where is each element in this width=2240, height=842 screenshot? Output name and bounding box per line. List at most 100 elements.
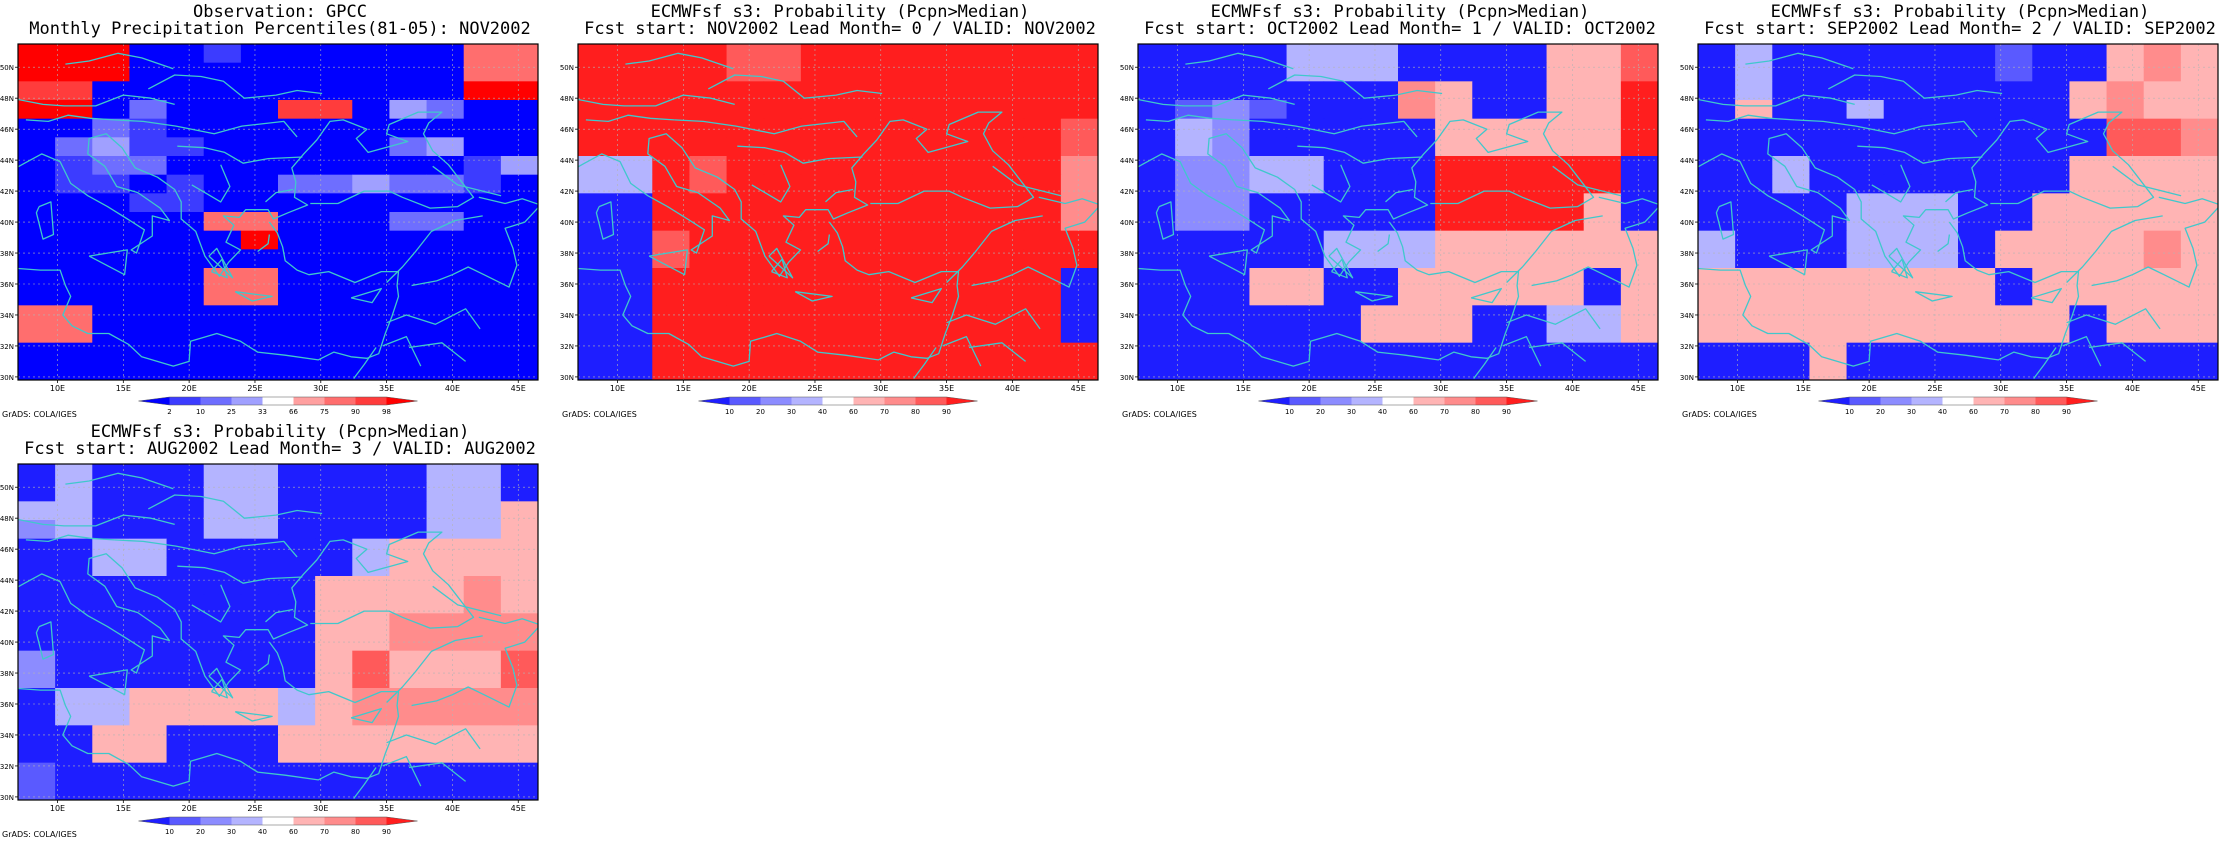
- grid-cell: [389, 632, 427, 651]
- grid-cell: [652, 119, 690, 138]
- grid-cell: [92, 651, 130, 670]
- grid-cell: [1847, 287, 1885, 306]
- grid-cell: [2181, 156, 2219, 175]
- grid-cell: [1212, 343, 1250, 362]
- grid-cell: [18, 137, 56, 156]
- lat-tick-label: 44N: [0, 577, 14, 585]
- colorbar-label: 30: [1347, 408, 1356, 416]
- grid-cell: [652, 63, 690, 82]
- grid-cell: [1958, 287, 1996, 306]
- colorbar-label: 10: [196, 408, 205, 416]
- grid-cell: [1509, 156, 1547, 175]
- grid-cell: [167, 156, 205, 175]
- grid-cell: [464, 483, 502, 502]
- lat-tick-label: 30N: [560, 374, 574, 382]
- lat-tick-label: 44N: [560, 157, 574, 165]
- grid-cell: [92, 763, 130, 782]
- grid-cell: [18, 361, 56, 380]
- grid-cell: [389, 63, 427, 82]
- grid-cell: [55, 361, 93, 380]
- grid-cell: [352, 632, 390, 651]
- grid-cell: [987, 193, 1025, 212]
- grid-cell: [352, 231, 390, 250]
- grid-cell: [1472, 249, 1510, 268]
- grid-cell: [2107, 361, 2145, 380]
- lon-tick-label: 25E: [247, 384, 262, 393]
- grid-cell: [352, 483, 390, 502]
- grid-cell: [389, 651, 427, 670]
- colorbar-label: 2: [167, 408, 171, 416]
- grid-cell: [727, 324, 765, 343]
- colorbar-segment: [263, 817, 294, 825]
- grid-cell: [1061, 44, 1099, 63]
- grid-cell: [1884, 137, 1922, 156]
- grid-cell: [1847, 324, 1885, 343]
- lat-tick-label: 34N: [0, 732, 14, 740]
- grid-cell: [167, 361, 205, 380]
- grid-cell: [1735, 287, 1773, 306]
- colorbar-label: 30: [1907, 408, 1916, 416]
- grid-cell: [427, 249, 465, 268]
- grid-cell: [352, 324, 390, 343]
- grid-cell: [389, 361, 427, 380]
- lat-tick-label: 48N: [1120, 95, 1134, 103]
- grid-cell: [689, 361, 727, 380]
- grid-cell: [987, 324, 1025, 343]
- grid-cell: [949, 231, 987, 250]
- colorbar-segment: [201, 817, 232, 825]
- colorbar-label: 70: [880, 408, 889, 416]
- grid-cell: [2107, 231, 2145, 250]
- grid-cell: [949, 81, 987, 100]
- grid-cell: [1621, 100, 1659, 119]
- grid-cell: [949, 361, 987, 380]
- grid-cell: [652, 81, 690, 100]
- grid-cell: [204, 613, 242, 632]
- grid-cell: [18, 464, 56, 483]
- grid-cell: [615, 343, 653, 362]
- colorbar-label: 33: [258, 408, 267, 416]
- colorbar-label: 40: [818, 408, 827, 416]
- grid-cell: [427, 613, 465, 632]
- grid-cell: [352, 501, 390, 520]
- grid-cell: [1472, 119, 1510, 138]
- grid-cell: [1024, 231, 1062, 250]
- grid-cell: [1735, 343, 1773, 362]
- grid-cell: [1584, 249, 1622, 268]
- grid-cell: [1621, 287, 1659, 306]
- colorbar-segment: [1414, 397, 1445, 405]
- colorbar-segment: [1321, 397, 1352, 405]
- grid-cell: [1884, 44, 1922, 63]
- grid-cell: [464, 119, 502, 138]
- grid-cell: [1847, 249, 1885, 268]
- map-panel-lead-1: ECMWFsf s3: Probability (Pcpn>Median)Fcs…: [1120, 4, 1680, 422]
- grid-cell: [2144, 231, 2182, 250]
- grid-cell: [167, 464, 205, 483]
- grid-cell: [352, 100, 390, 119]
- grid-cell: [578, 137, 616, 156]
- lat-tick-label: 48N: [1680, 95, 1694, 103]
- colorbar-label: 20: [756, 408, 765, 416]
- grid-cell: [1621, 343, 1659, 362]
- grid-cell: [1175, 137, 1213, 156]
- grid-cell: [652, 44, 690, 63]
- grid-cell: [1212, 212, 1250, 231]
- grid-cell: [801, 324, 839, 343]
- grid-cell: [1324, 212, 1362, 231]
- grid-cell: [1621, 324, 1659, 343]
- grid-cell: [1249, 287, 1287, 306]
- lat-tick-label: 42N: [1680, 188, 1694, 196]
- grid-cell: [1847, 361, 1885, 380]
- grid-cell: [652, 287, 690, 306]
- lat-tick-label: 30N: [0, 374, 14, 382]
- lon-tick-label: 25E: [1927, 384, 1942, 393]
- grid-cell: [2144, 343, 2182, 362]
- lon-tick-label: 20E: [742, 384, 757, 393]
- grid-cell: [129, 287, 167, 306]
- grid-cell: [129, 632, 167, 651]
- grid-cell: [129, 137, 167, 156]
- lat-tick-label: 40N: [560, 219, 574, 227]
- grid-cell: [18, 744, 56, 763]
- grid-cell: [55, 63, 93, 82]
- grid-cell: [1509, 287, 1547, 306]
